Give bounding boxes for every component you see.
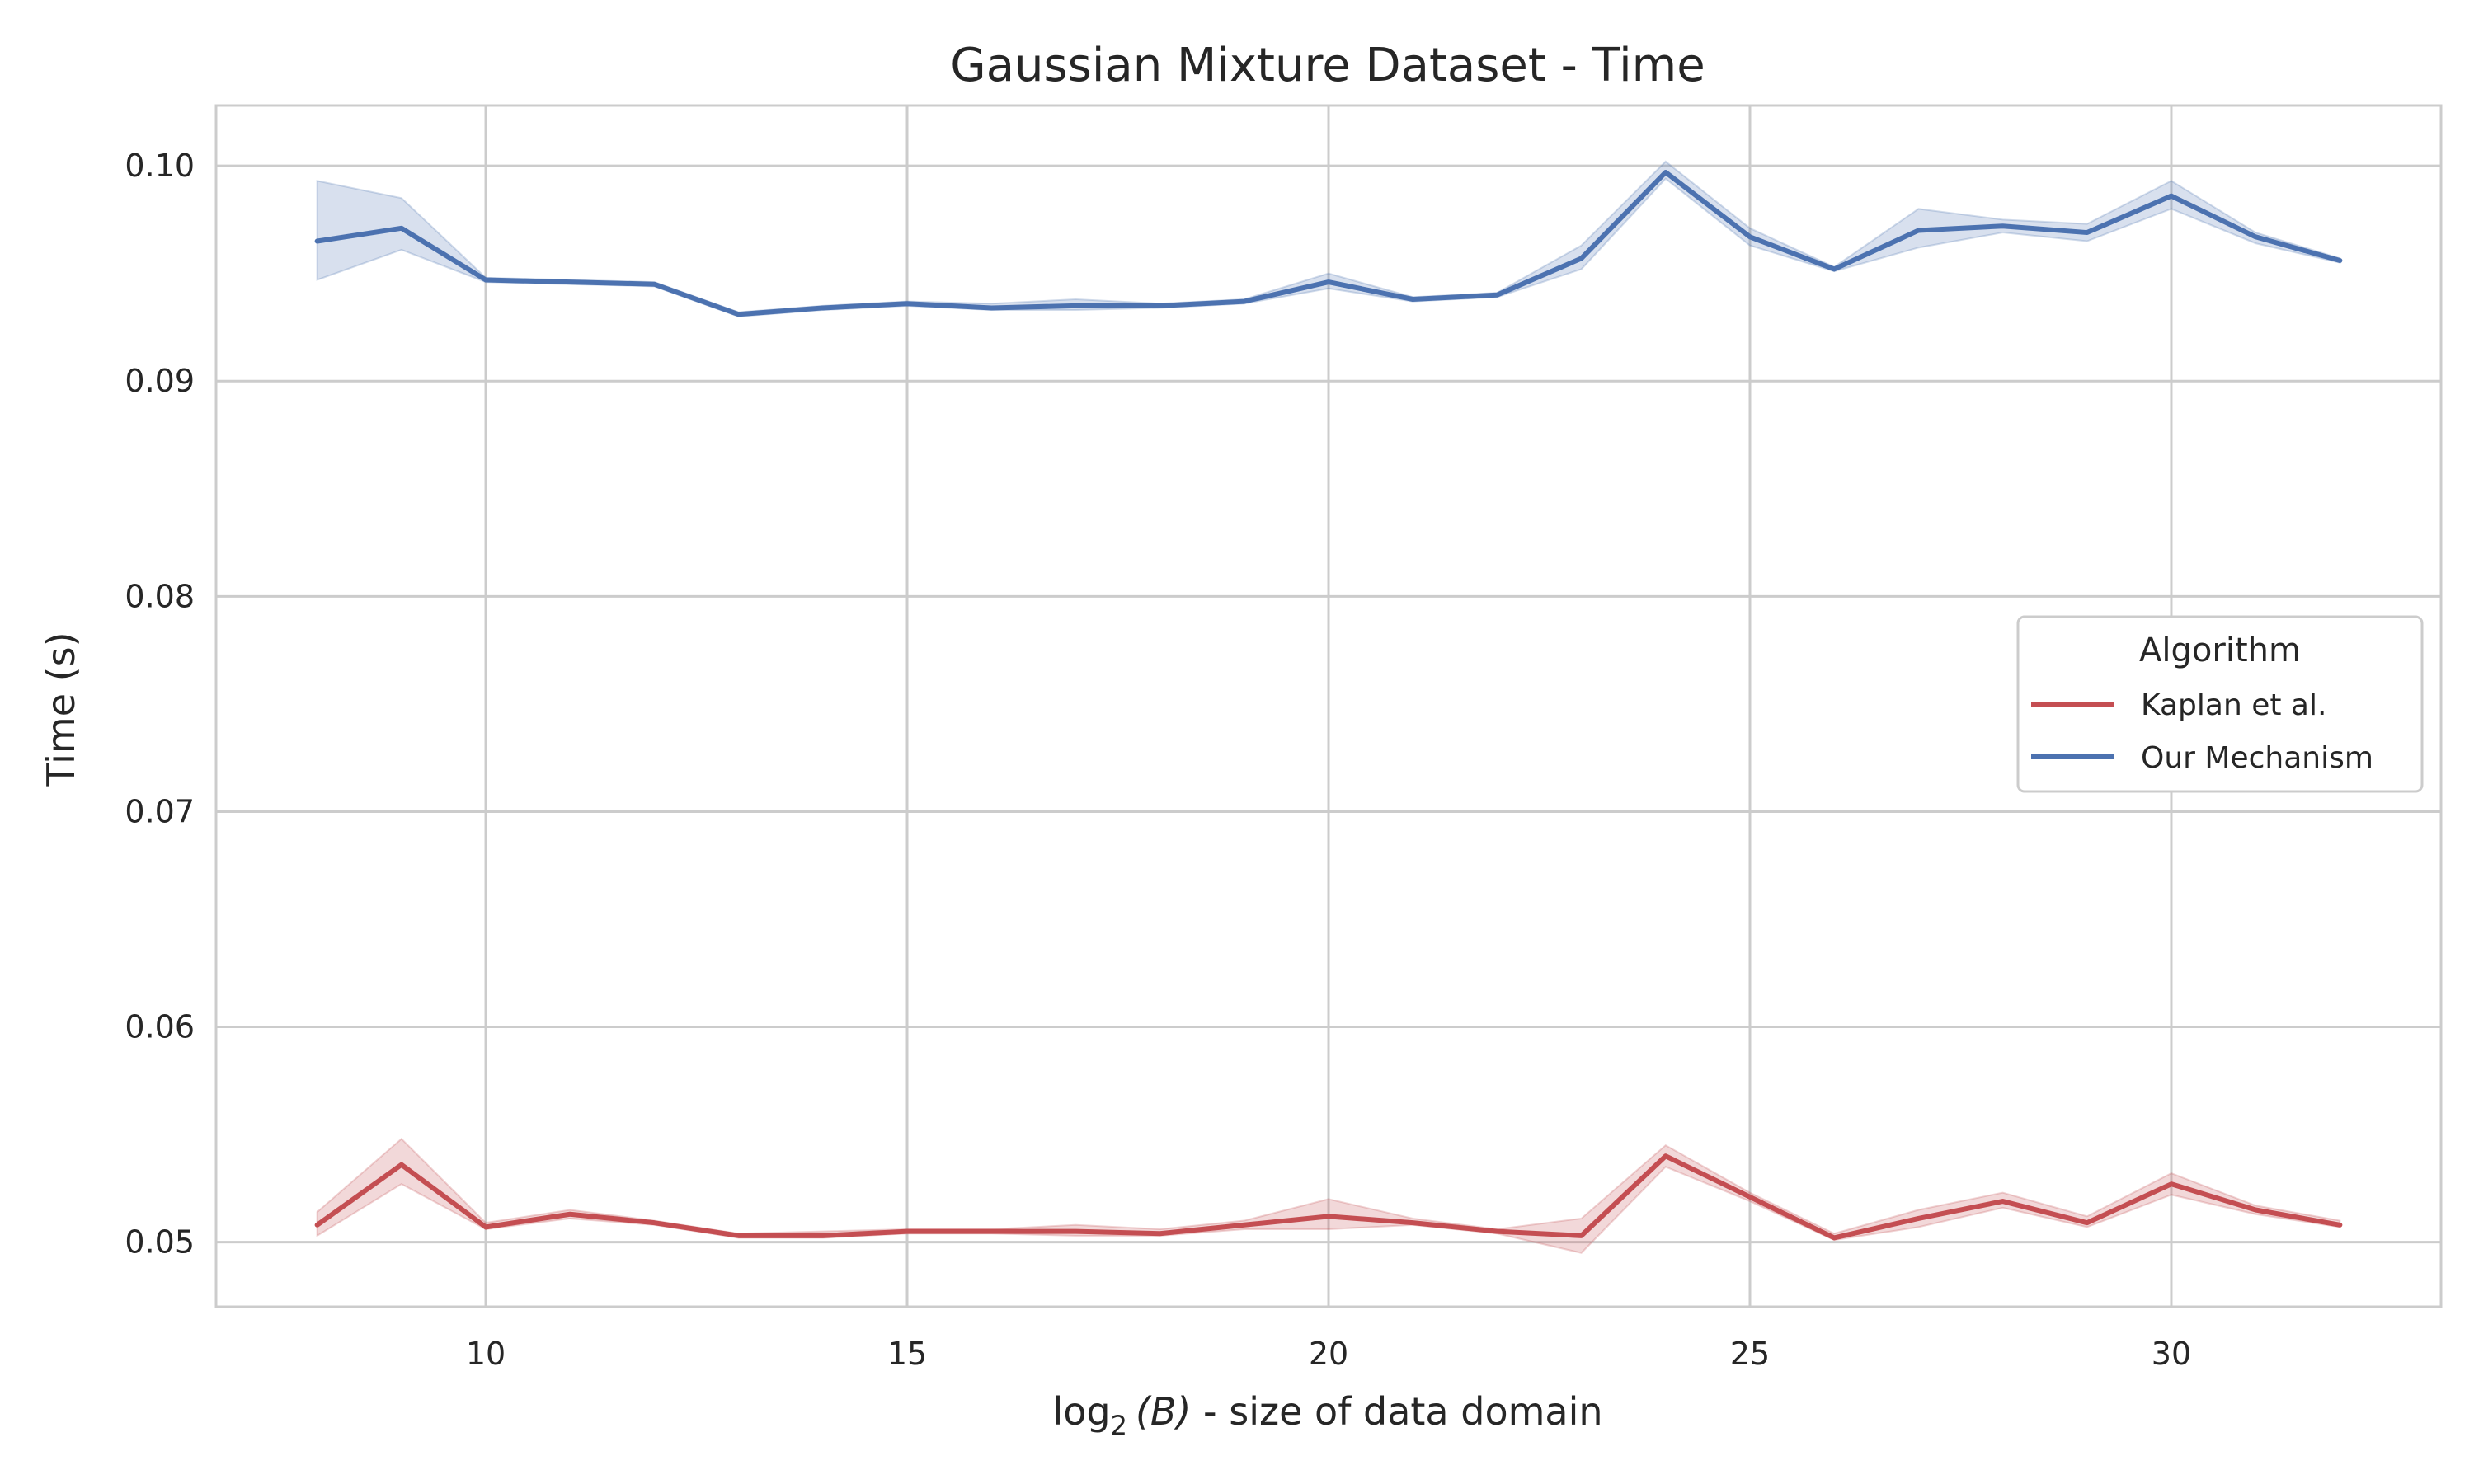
legend-title: Algorithm [2139, 632, 2301, 669]
y-tick-label: 0.08 [125, 578, 195, 614]
x-tick-label: 25 [1730, 1336, 1770, 1372]
series-line [314, 1153, 2343, 1241]
series-line [314, 169, 2343, 317]
x-axis-label-suffix: - size of data domain [1191, 1389, 1602, 1434]
x-tick-label: 30 [2152, 1336, 2191, 1372]
y-tick-label: 0.10 [125, 148, 195, 184]
legend: Algorithm Kaplan et al. Our Mechanism [2016, 615, 2424, 793]
legend-entries: Kaplan et al. Our Mechanism [2031, 688, 2373, 775]
legend-box [2016, 615, 2424, 793]
y-axis-label: Time (s) [39, 632, 83, 787]
chart-title: Gaussian Mixture Dataset - Time [950, 39, 1705, 92]
x-axis-label-subscript: 2 [1111, 1410, 1127, 1441]
x-axis-label-log: log [1052, 1389, 1110, 1434]
y-tick-label: 0.06 [125, 1009, 195, 1045]
x-tick-label: 10 [466, 1336, 506, 1372]
plot-frame [214, 104, 2443, 1308]
x-axis-label-argument: (B) [1136, 1389, 1191, 1434]
legend-entry-label: Our Mechanism [2141, 741, 2373, 775]
x-tick-labels: 10 15 20 25 30 [466, 1336, 2191, 1372]
y-tick-label: 0.07 [125, 793, 195, 829]
grid [216, 106, 2441, 1307]
x-tick-label: 20 [1309, 1336, 1348, 1372]
y-tick-label: 0.09 [125, 363, 195, 399]
x-axis-label: log2 (B) - size of data domain [1052, 1389, 1602, 1441]
legend-entry-label: Kaplan et al. [2141, 688, 2326, 722]
y-tick-label: 0.05 [125, 1224, 195, 1261]
series-lines [314, 169, 2343, 1241]
y-tick-labels: 0.05 0.06 0.07 0.08 0.09 0.10 [125, 148, 195, 1261]
x-tick-label: 15 [887, 1336, 927, 1372]
